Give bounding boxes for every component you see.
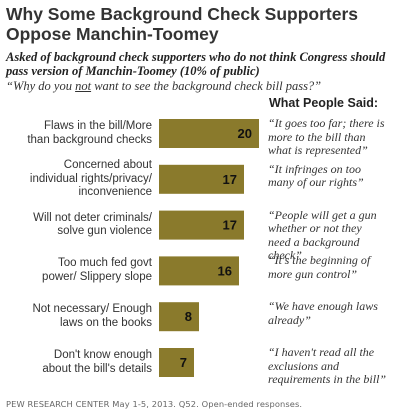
bar-5	[159, 302, 199, 332]
quote-line: need a background	[268, 234, 360, 249]
quote-line: what is represented”	[268, 143, 368, 157]
category-label: Not necessary/ Enough laws on the books	[0, 303, 152, 330]
category-label-line: solve gun violence	[57, 225, 152, 238]
question-prefix: “Why do you	[6, 79, 76, 93]
bar-1	[159, 119, 259, 148]
bar-value-label: 17	[223, 172, 237, 187]
chart-title: Why Some Background Check Supporters Opp…	[6, 4, 359, 44]
category-label-line: power/ Slippery slope	[42, 270, 152, 283]
category-label-line: Flaws in the bill/More	[43, 120, 152, 132]
category-label: Concerned about individual rights/privacy…	[0, 159, 152, 200]
bar-value-label: 20	[238, 126, 252, 141]
respondent-quote: “It goes too far; there is more to the bi…	[268, 116, 408, 158]
category-label: Don't know enough about the bill's detail…	[0, 349, 152, 376]
category-label-line: Will not deter criminals/	[33, 211, 152, 224]
quote-line: exclusions and	[268, 358, 339, 373]
quote-line: “It's the beginning of	[268, 253, 371, 268]
bar-3	[159, 210, 244, 240]
quote-line: requirements in the bill”	[268, 372, 387, 386]
quote-line: “People will get a gun	[268, 207, 377, 222]
category-label-line: Don't know enough	[53, 349, 152, 361]
survey-question: “Why do you not want to see the backgrou…	[6, 79, 406, 93]
quote-line: more to the bill than	[268, 129, 366, 144]
category-label-line: Not necessary/ Enough	[32, 303, 152, 316]
quote-line: check”	[268, 248, 302, 263]
respondent-quote: “It infringes on too many of our rights”	[268, 161, 408, 190]
bar-value-label: 8	[185, 309, 192, 324]
chart-subtitle: Asked of background check supporters who…	[6, 50, 386, 78]
quote-line: already”	[268, 312, 311, 327]
quote-line: whether or not they	[268, 221, 362, 236]
category-label-line: than background checks	[27, 133, 152, 146]
respondent-quote: “I haven't read all the exclusions and req…	[268, 345, 408, 387]
respondent-quote: “We have enough laws already”	[268, 300, 408, 327]
quote-line: “It goes too far; there is	[268, 116, 385, 130]
quote-line: “It infringes on too	[268, 161, 362, 176]
respondent-quote: “It's the beginning of more gun control”	[268, 254, 408, 281]
quote-line: “We have enough laws	[268, 299, 378, 314]
category-label-line: Concerned about	[63, 159, 152, 172]
bar-6	[159, 348, 194, 377]
bar-value-label: 17	[223, 218, 237, 233]
bar-4	[159, 256, 239, 286]
source-note: PEW RESEARCH CENTER May 1-5, 2013. Q52. …	[6, 399, 303, 409]
category-label: Too much fed govt power/ Slippery slope	[0, 257, 152, 284]
quote-line: more gun control”	[268, 266, 358, 281]
question-emphasis: not	[75, 79, 92, 93]
category-label: Will not deter criminals/solve gun viole…	[0, 212, 152, 239]
quotes-header: What People Said:	[269, 96, 379, 110]
category-label-line: individual rights/privacy/	[29, 172, 152, 185]
respondent-quote: “People will get a gun whether or not the…	[268, 207, 408, 263]
quote-line: “I haven't read all the	[268, 345, 375, 359]
category-label-line: about the bill's details	[42, 362, 152, 375]
bar-value-label: 7	[180, 355, 187, 370]
category-label-line: Too much fed govt	[58, 257, 152, 270]
category-label-line: inconvenience	[78, 186, 152, 199]
category-label-line: laws on the books	[59, 316, 152, 329]
question-suffix: want to see the background check bill pa…	[91, 79, 322, 93]
quote-line: many of our rights”	[268, 175, 364, 190]
bar-2	[159, 164, 244, 194]
bar-value-label: 16	[218, 263, 232, 278]
category-label: Flaws in the bill/More than background ch…	[0, 120, 152, 147]
